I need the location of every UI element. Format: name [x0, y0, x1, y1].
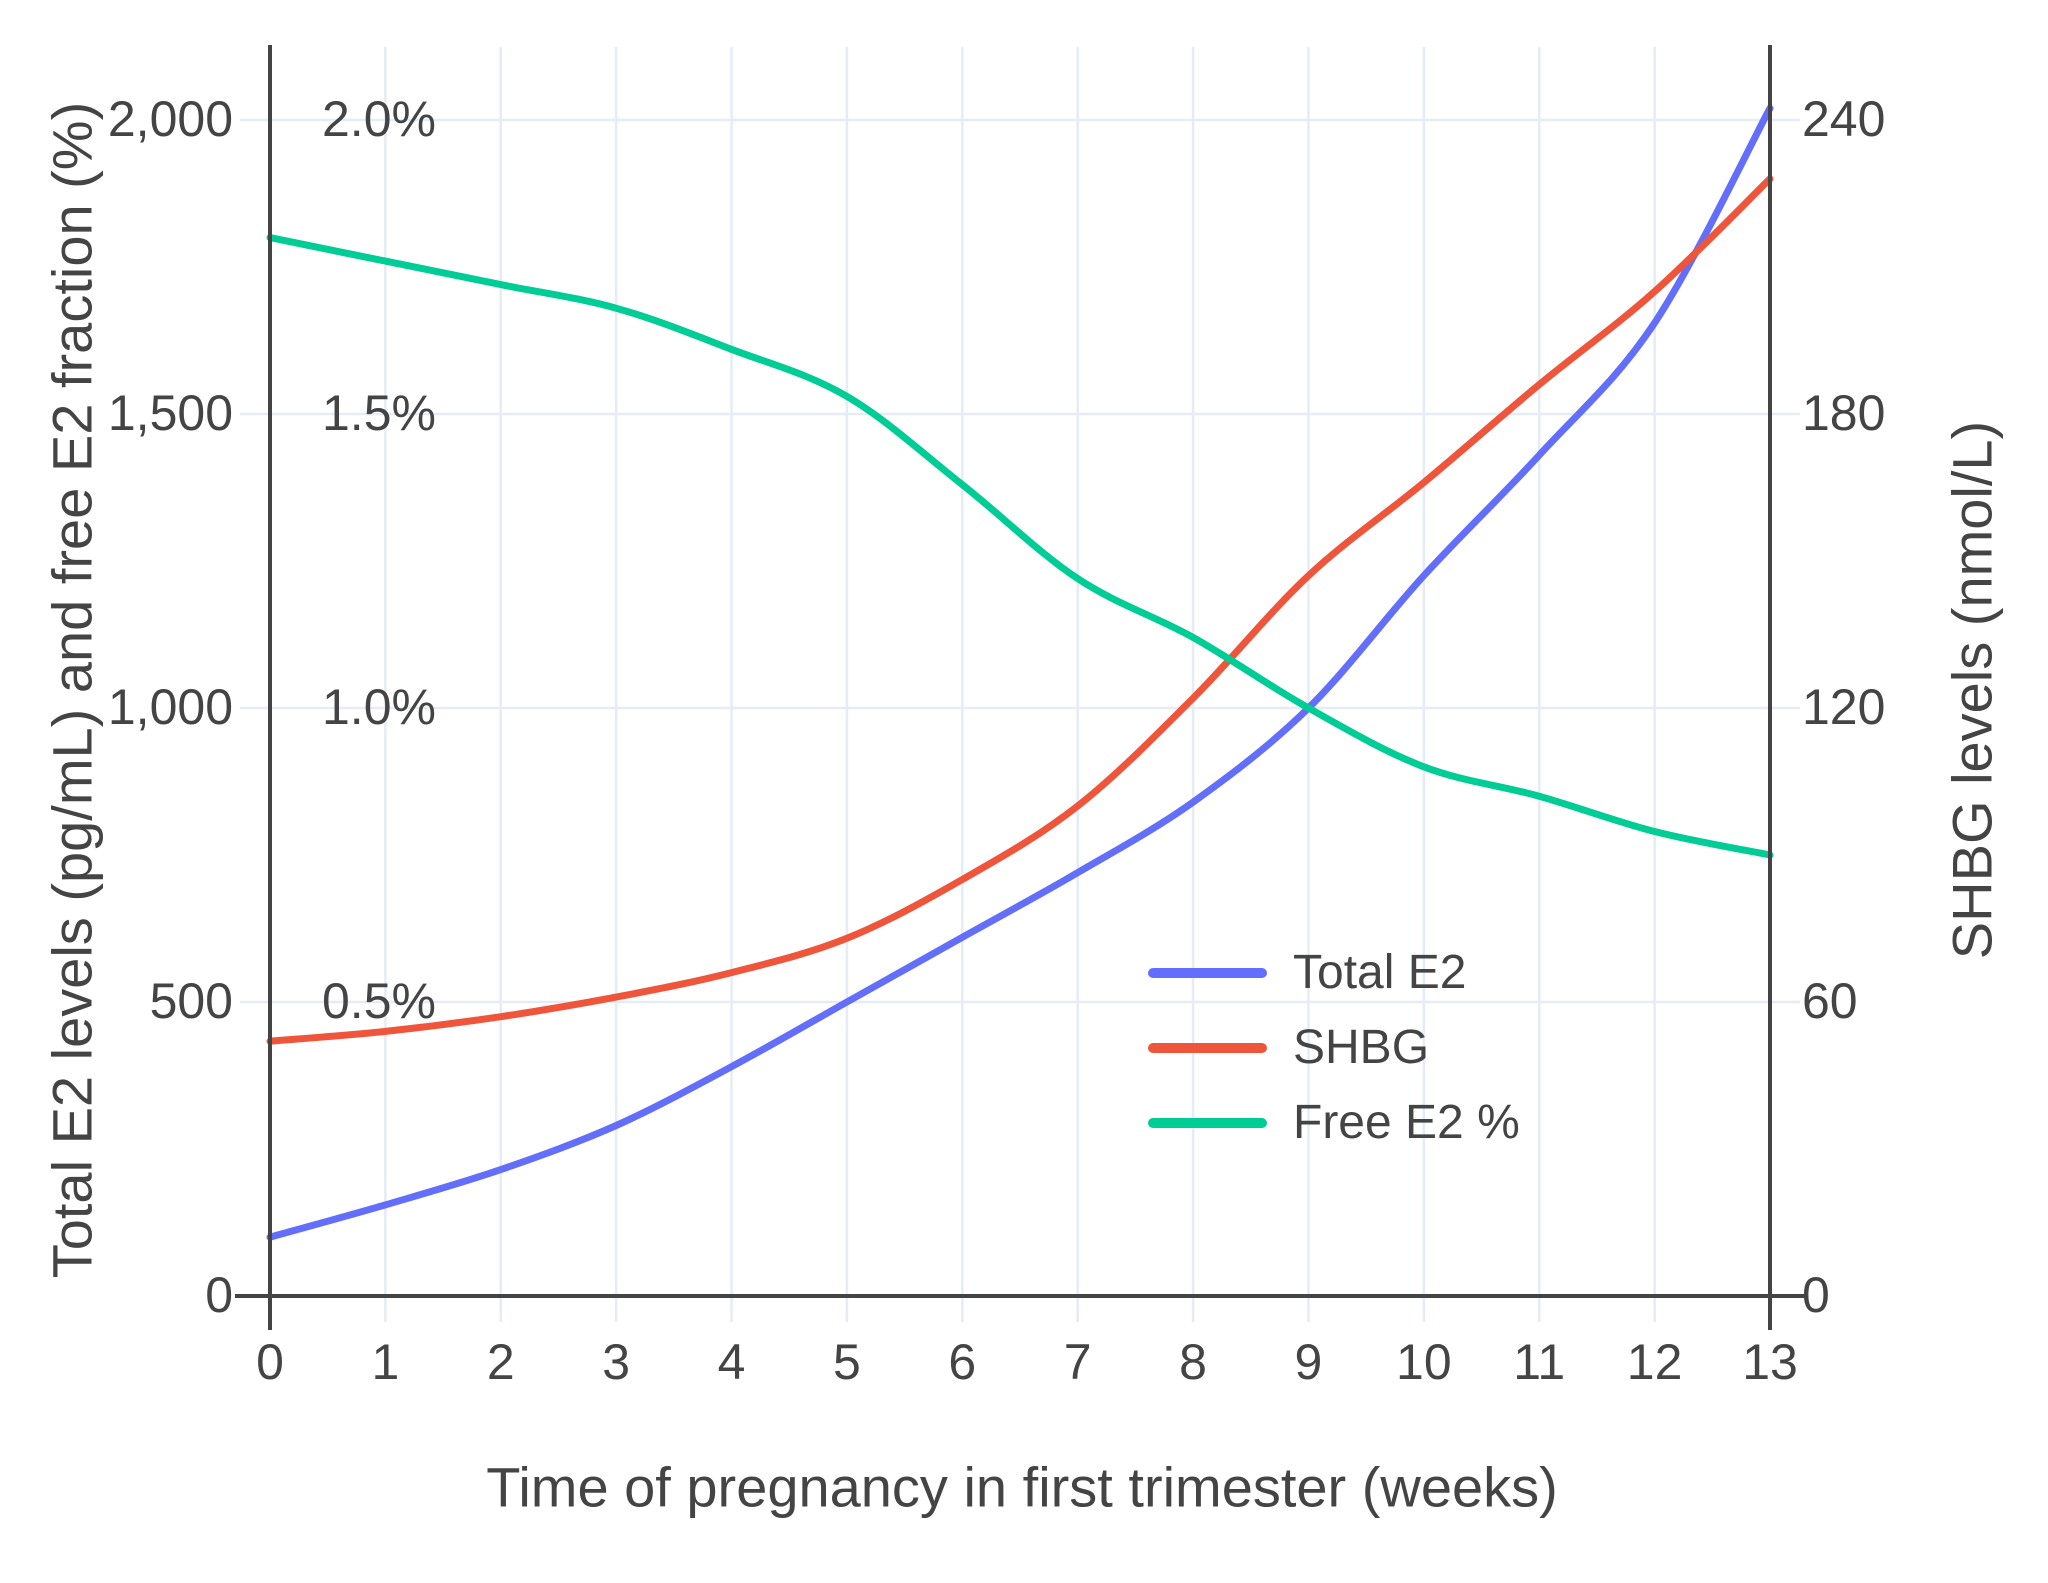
- left-axis-tick-2,000: 2,000: [107, 91, 233, 147]
- x-axis-tick-13: 13: [1742, 1334, 1798, 1390]
- legend-label-shbg: SHBG: [1293, 1021, 1430, 1074]
- legend-item-total-e2[interactable]: Total E2: [1148, 935, 1520, 1010]
- legend-swatch-shbg: [1148, 1042, 1267, 1053]
- x-axis-tick-8: 8: [1179, 1334, 1207, 1390]
- left-axis-tick-1,000: 1,000: [107, 679, 233, 735]
- legend-swatch-free-e2: [1148, 1117, 1267, 1128]
- x-axis-title: Time of pregnancy in first trimester (we…: [486, 1455, 1558, 1519]
- legend-label-total-e2: Total E2: [1293, 946, 1467, 999]
- percent-tick-0.5%: 0.5%: [322, 973, 436, 1029]
- right-axis-title: SHBG levels (nmol/L): [1940, 420, 2004, 960]
- series-line-free-e2-: [266, 234, 1774, 859]
- percent-tick-1.5%: 1.5%: [322, 385, 436, 441]
- left-axis-tick-1,500: 1,500: [107, 385, 233, 441]
- x-axis-tick-9: 9: [1294, 1334, 1323, 1390]
- series-line-total-e2: [266, 104, 1774, 1241]
- x-axis-tick-4: 4: [717, 1334, 746, 1390]
- legend-item-free-e2[interactable]: Free E2 %: [1148, 1085, 1520, 1160]
- left-axis-tick-500: 500: [149, 973, 233, 1029]
- right-axis-tick-60: 60: [1802, 973, 1858, 1029]
- right-axis-tick-120: 120: [1802, 679, 1886, 735]
- x-axis-tick-0: 0: [256, 1334, 284, 1390]
- legend-item-shbg[interactable]: SHBG: [1148, 1010, 1520, 1085]
- x-axis-tick-3: 3: [602, 1334, 631, 1390]
- right-axis-tick-0: 0: [1802, 1267, 1830, 1323]
- percent-tick-1.0%: 1.0%: [322, 679, 436, 735]
- x-axis-tick-1: 1: [371, 1334, 400, 1390]
- x-axis-tick-6: 6: [948, 1334, 977, 1390]
- x-axis-tick-12: 12: [1626, 1334, 1683, 1390]
- left-axis-tick-0: 0: [205, 1267, 233, 1323]
- percent-tick-2.0%: 2.0%: [322, 91, 436, 147]
- x-axis-tick-2: 2: [486, 1334, 515, 1390]
- right-axis-tick-180: 180: [1802, 385, 1886, 441]
- series-line-shbg: [266, 175, 1774, 1045]
- x-axis-tick-5: 5: [833, 1334, 861, 1390]
- right-axis-tick-240: 240: [1802, 91, 1886, 147]
- x-axis-tick-7: 7: [1063, 1334, 1092, 1390]
- x-axis-tick-11: 11: [1513, 1334, 1566, 1390]
- legend-label-free-e2: Free E2 %: [1293, 1096, 1520, 1149]
- x-axis-tick-10: 10: [1396, 1334, 1452, 1390]
- legend-swatch-total-e2: [1148, 967, 1267, 978]
- legend: Total E2 SHBG Free E2 %: [1148, 935, 1520, 1160]
